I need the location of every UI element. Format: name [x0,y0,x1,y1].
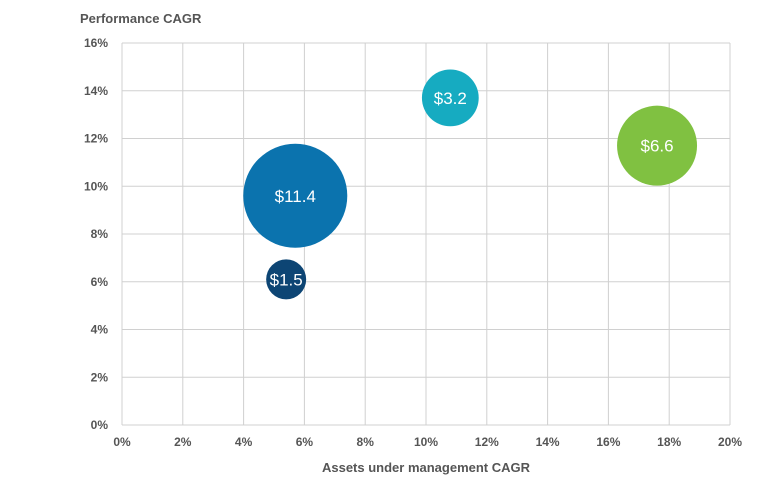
x-tick-label: 14% [536,435,560,449]
y-tick-label: 10% [84,179,108,193]
bubble-0 [243,143,348,248]
y-tick-label: 6% [91,275,109,289]
x-tick-label: 0% [113,435,131,449]
y-tick-label: 2% [91,370,109,384]
bubble-label-3: $6.6 [640,137,673,156]
x-tick-label: 10% [414,435,438,449]
bubbles: $11.4 $1.5 $3.2 $6.6 [243,69,698,300]
x-tick-label: 16% [596,435,620,449]
y-tick-label: 14% [84,84,108,98]
x-tick-label: 8% [357,435,375,449]
y-tick-label: 16% [84,36,108,50]
y-tick-label: 8% [91,227,109,241]
y-tick-label: 12% [84,132,108,146]
x-tick-label: 4% [235,435,253,449]
x-tick-label: 12% [475,435,499,449]
bubble-label-1: $1.5 [270,270,303,289]
bubble-label-0: $11.4 [275,187,316,206]
y-tick-label: 0% [91,418,109,432]
x-tick-label: 18% [657,435,681,449]
x-tick-label: 2% [174,435,192,449]
x-tick-label: 20% [718,435,742,449]
bubble-1 [266,259,307,300]
bubble-2 [421,69,479,127]
y-axis-title: Performance CAGR [80,11,202,26]
y-axis-ticks: 0% 2% 4% 6% 8% 10% 12% 14% 16% [84,36,108,432]
y-tick-label: 4% [91,323,109,337]
x-axis-ticks: 0% 2% 4% 6% 8% 10% 12% 14% 16% 18% 20% [113,435,742,449]
bubble-3 [617,105,698,186]
x-tick-label: 6% [296,435,314,449]
bubble-label-2: $3.2 [434,89,467,108]
x-axis-title: Assets under management CAGR [322,460,531,475]
